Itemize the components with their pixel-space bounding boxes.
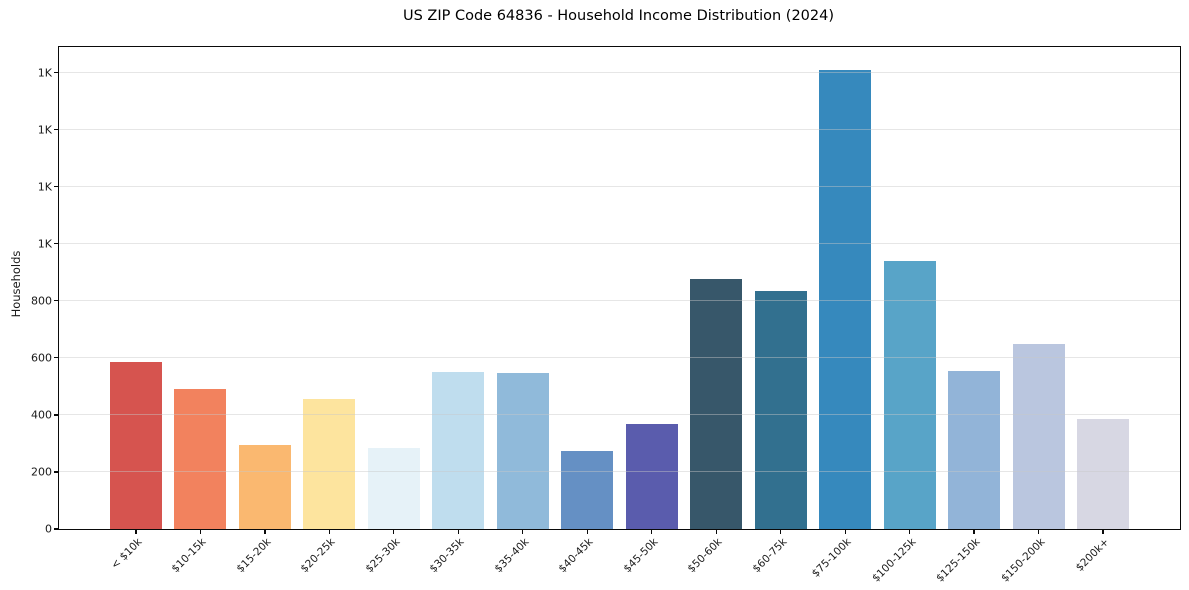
bar <box>690 278 743 529</box>
gridline <box>59 300 1180 302</box>
bar <box>883 260 936 529</box>
gridline <box>59 129 1180 131</box>
bar <box>432 372 485 529</box>
bar <box>174 389 227 529</box>
gridline <box>59 186 1180 188</box>
bar <box>561 451 614 529</box>
y-tick-label: 1K <box>37 123 52 137</box>
plot-area: < $10k $10-15k $15-20k $20-25k $25-30k $30-35… <box>31 46 1181 585</box>
bar <box>238 445 291 529</box>
x-tick-mark <box>1102 530 1104 535</box>
y-tick-mark <box>54 414 58 416</box>
bar <box>754 291 807 529</box>
y-tick-mark <box>54 243 58 245</box>
x-tick-mark <box>844 530 846 535</box>
x-tick-mark <box>135 530 137 535</box>
y-tick-label: 600 <box>31 351 52 365</box>
bar <box>110 362 162 529</box>
y-tick-label: 1K <box>37 180 52 194</box>
y-tick-label: 200 <box>31 465 52 479</box>
bar <box>625 424 678 529</box>
x-tick-mark <box>715 530 717 535</box>
y-tick-label: 1K <box>37 66 52 80</box>
x-tick-mark <box>973 530 975 535</box>
bar <box>303 399 356 529</box>
gridline <box>59 471 1180 473</box>
gridline <box>59 357 1180 359</box>
gridline <box>59 414 1180 416</box>
y-tick-mark <box>54 528 58 530</box>
y-tick-label: 1K <box>37 237 52 251</box>
y-tick-mark <box>54 471 58 473</box>
x-tick-mark <box>457 530 459 535</box>
y-tick-label: 800 <box>31 294 52 308</box>
y-tick-mark <box>54 300 58 302</box>
x-tick-mark <box>651 530 653 535</box>
x-tick-mark <box>780 530 782 535</box>
x-tick-label: < $10k <box>108 536 145 572</box>
y-tick-mark <box>54 357 58 359</box>
bar <box>948 371 1001 529</box>
bar <box>496 373 549 529</box>
y-tick-mark <box>54 72 58 74</box>
x-tick-mark <box>328 530 330 535</box>
x-tick-mark <box>264 530 266 535</box>
y-tick-label: 400 <box>31 408 52 422</box>
x-tick-mark <box>393 530 395 535</box>
x-tick-mark <box>586 530 588 535</box>
y-tick-mark <box>54 186 58 188</box>
bar <box>819 70 872 529</box>
bar <box>1077 418 1129 529</box>
x-tick-mark <box>1037 530 1040 535</box>
gridline <box>59 72 1180 74</box>
x-tick-mark <box>909 530 911 535</box>
bar <box>1012 343 1065 529</box>
x-tick-mark <box>199 530 202 535</box>
bar <box>367 447 420 529</box>
x-tick-mark <box>522 530 524 535</box>
y-tick-label: 0 <box>45 522 52 536</box>
chart-title: US ZIP Code 64836 - Household Income Dis… <box>402 8 835 24</box>
gridline <box>59 243 1180 245</box>
y-tick-mark <box>54 129 58 131</box>
y-axis-label: Households <box>9 250 23 318</box>
